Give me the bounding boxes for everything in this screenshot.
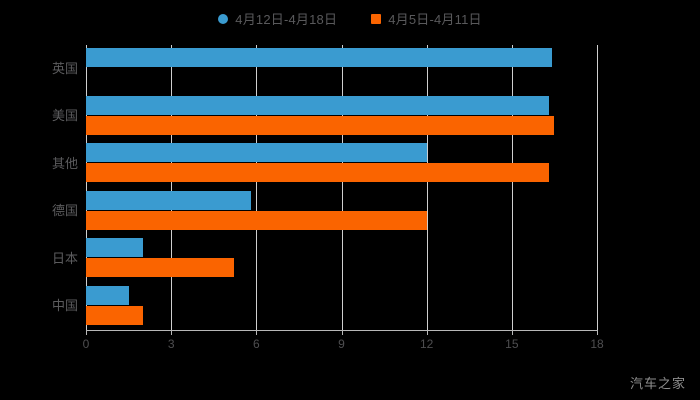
x-axis-tick-label: 0 [82, 337, 90, 351]
bar-group [86, 163, 549, 183]
x-axis-tick [597, 330, 598, 335]
legend-entry[interactable]: 4月12日-4月18日 [218, 13, 337, 26]
bar[interactable] [86, 285, 129, 305]
bar-group [86, 210, 427, 230]
x-axis-tick [86, 330, 87, 335]
bar[interactable] [86, 210, 427, 230]
gridline [256, 45, 258, 330]
bar-group [86, 95, 549, 115]
x-axis-tick [171, 330, 173, 335]
y-axis: 英国美国其他德国日本中国 [0, 45, 78, 330]
bar-group [86, 258, 234, 278]
legend-label: 4月5日-4月11日 [388, 11, 482, 27]
legend-circle-icon [218, 14, 229, 24]
gridline [426, 45, 428, 330]
gridline [341, 45, 343, 330]
bar-group [86, 143, 427, 163]
x-axis: 0 3 6 9 12 15 18 [82, 330, 604, 360]
x-axis-tick [426, 330, 428, 335]
x-axis-tick-label: 6 [252, 337, 260, 351]
bar[interactable] [86, 190, 251, 210]
x-axis-tick-label: 18 [590, 337, 604, 351]
legend-entry[interactable]: 4月5日-4月11日 [371, 13, 482, 26]
gridline [597, 45, 598, 330]
bar-group [86, 48, 552, 68]
gridline [86, 45, 87, 330]
x-axis-tick-label: 15 [505, 337, 519, 351]
bar[interactable] [86, 115, 555, 135]
bar-group [86, 115, 555, 135]
bar[interactable] [86, 305, 143, 325]
legend-label: 4月12日-4月18日 [235, 11, 338, 27]
legend-square-icon [371, 14, 382, 24]
x-axis-tick-label: 9 [338, 337, 345, 351]
gridline [171, 45, 173, 330]
y-axis-label: 日本 [51, 250, 78, 266]
bar[interactable] [86, 258, 234, 278]
bar[interactable] [86, 238, 143, 258]
chart-legend: 4月12日-4月18日 4月5日-4月11日 [0, 6, 700, 32]
y-axis-label: 其他 [51, 155, 78, 171]
watermark: 汽车之家 [629, 376, 686, 391]
plot-area [86, 45, 598, 330]
x-axis-tick [341, 330, 343, 335]
bar[interactable] [86, 163, 549, 183]
y-axis-label: 英国 [51, 60, 78, 76]
bar[interactable] [86, 143, 427, 163]
bar-group [86, 238, 143, 258]
gridline [511, 45, 513, 330]
x-axis-tick-label: 3 [167, 337, 175, 351]
bar-group [86, 305, 143, 325]
bar[interactable] [86, 48, 552, 68]
bar-group [86, 285, 129, 305]
y-axis-label: 德国 [51, 203, 78, 219]
bar[interactable] [86, 95, 549, 115]
bar-group [86, 190, 251, 210]
x-axis-tick [511, 330, 513, 335]
x-axis-tick [256, 330, 258, 335]
x-axis-tick-label: 12 [419, 337, 434, 351]
y-axis-label: 美国 [51, 108, 78, 124]
y-axis-label: 中国 [51, 298, 78, 314]
